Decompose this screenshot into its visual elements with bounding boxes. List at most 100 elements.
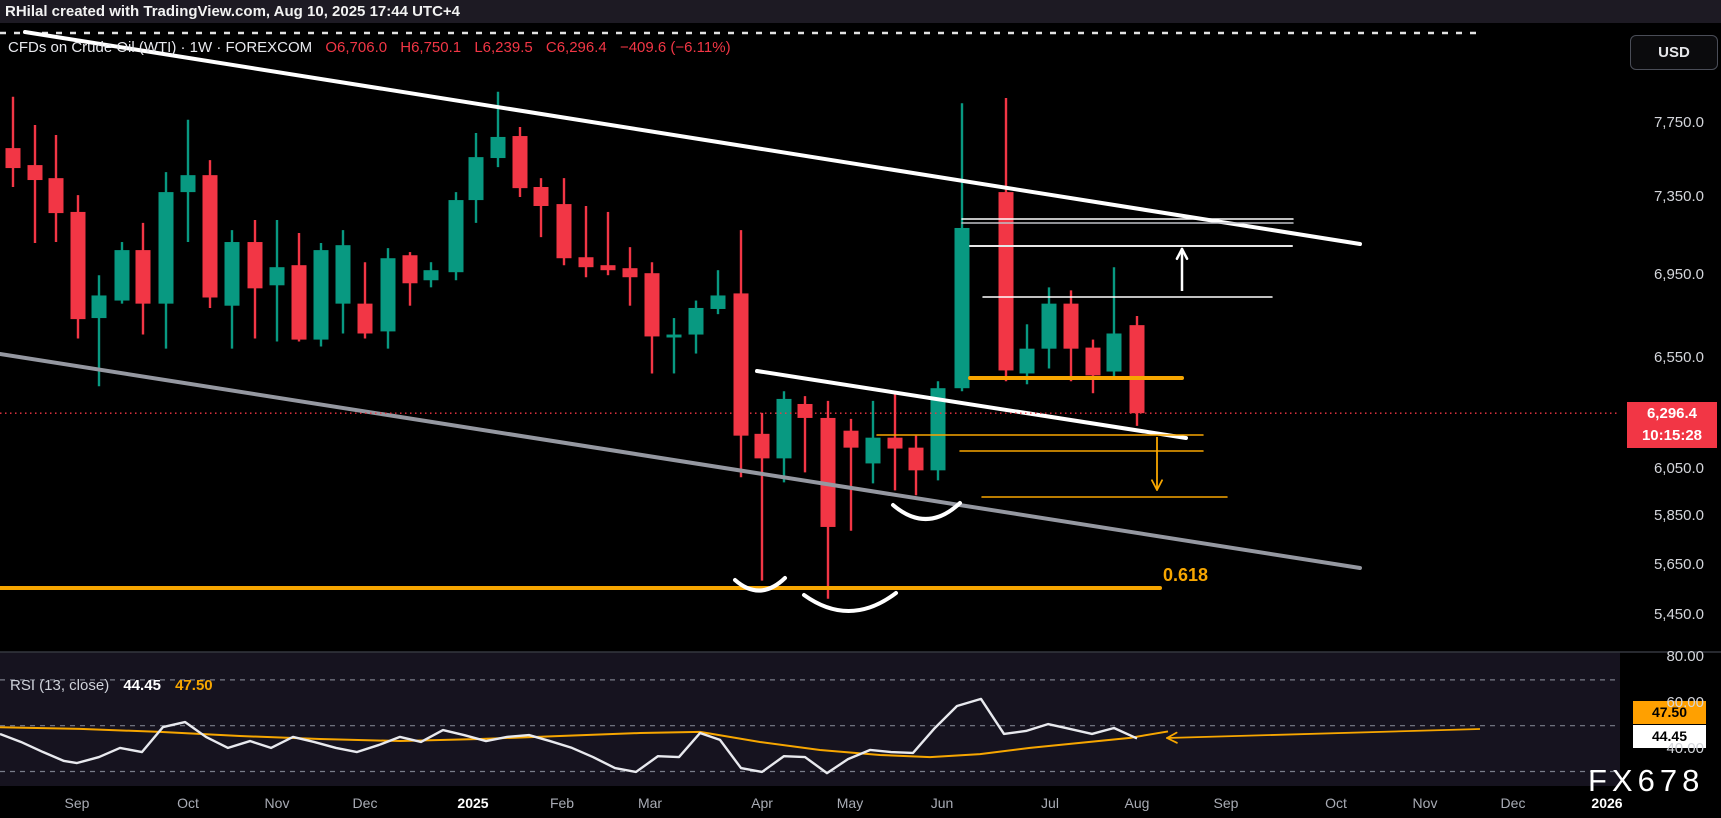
candle-body <box>754 433 770 459</box>
rsi-value: 44.45 <box>123 677 161 694</box>
ohlc-change: −409.6 (−6.11%) <box>619 39 731 56</box>
price-tick-5850: 5,850.0 <box>1653 506 1704 524</box>
candle-body <box>908 447 924 471</box>
candle-body <box>600 265 616 271</box>
candle-body <box>556 204 572 259</box>
ohlc-close: C6,296.4 <box>545 39 607 56</box>
time-tick-oct: Oct <box>1325 795 1347 811</box>
candle-body <box>644 273 660 337</box>
price-tick-6950: 6,950.0 <box>1653 266 1704 284</box>
time-tick-aug: Aug <box>1124 795 1150 811</box>
candle-body <box>357 303 373 334</box>
rsi-tick-60: 60.00 <box>1666 693 1704 711</box>
bottom-arc-2 <box>802 591 898 613</box>
candle-body <box>1129 325 1145 414</box>
candle-body <box>1019 348 1035 374</box>
candle-body <box>622 268 638 278</box>
arrow-head <box>1166 731 1178 739</box>
price-tick-7750: 7,750.0 <box>1653 114 1704 131</box>
candle-body <box>820 417 836 527</box>
lower-trendline <box>0 352 1362 570</box>
candle-body <box>27 165 43 181</box>
candle-body <box>5 148 21 169</box>
candle-body <box>710 295 726 309</box>
title-bar-text: RHilal created with TradingView.com, Aug… <box>5 3 461 20</box>
candle-body <box>380 258 396 332</box>
candle-body <box>1063 303 1079 349</box>
candle-body <box>70 211 86 320</box>
candle-body <box>776 398 792 459</box>
candle-body <box>1085 347 1101 376</box>
candle-body <box>865 437 881 464</box>
fib-0618-label[interactable]: 0.618 <box>1163 565 1209 585</box>
fx678-watermark: FX678 <box>1588 763 1705 798</box>
time-tick-nov: Nov <box>1412 795 1438 811</box>
arrow-head <box>1166 737 1178 744</box>
mid-trendline <box>755 369 1188 440</box>
candle-body <box>269 267 285 286</box>
arrow-head <box>1151 479 1158 491</box>
rsi-left-arrow <box>1166 728 1481 739</box>
time-tick-oct: Oct <box>177 795 199 811</box>
candle-body <box>448 200 464 273</box>
price-tick-6050: 6,050.0 <box>1653 459 1704 477</box>
rsi-line <box>0 697 1138 775</box>
candle-body <box>887 437 903 449</box>
rsi-tick-40: 40.00 <box>1666 739 1704 757</box>
last-price-value: 6,296.4 <box>1646 405 1698 423</box>
candle-body <box>180 175 196 193</box>
rsi-indicator-legend[interactable]: RSI (13, close) 44.45 47.50 <box>10 677 213 694</box>
rsi-value-badge: 44.45 <box>1633 725 1706 748</box>
candle-body <box>512 136 528 189</box>
candle-body <box>666 334 682 338</box>
candle-body <box>578 257 594 268</box>
rsi-pane-background <box>0 652 1620 786</box>
candle-body <box>313 250 329 340</box>
symbol-legend[interactable]: CFDs on Crude Oil (WTI) · 1W · FOREXCOM … <box>8 39 740 56</box>
time-tick-nov: Nov <box>264 795 290 811</box>
ohlc-open: O6,706.0 <box>325 39 388 56</box>
currency-toggle-button[interactable]: USD <box>1630 35 1718 70</box>
price-tick-5650: 5,650.0 <box>1653 555 1704 573</box>
candle-body <box>114 250 130 301</box>
time-tick-2026: 2026 <box>1591 795 1623 811</box>
candle-body <box>930 388 946 471</box>
candle-body <box>423 270 439 281</box>
bottom-arc-3 <box>891 501 962 521</box>
time-tick-apr: Apr <box>751 795 773 811</box>
rsi-ma-value: 47.50 <box>175 677 213 694</box>
candle-body <box>202 175 218 298</box>
time-tick-may: May <box>836 795 864 811</box>
candle-body <box>291 265 307 340</box>
candle-body <box>247 242 263 289</box>
ohlc-high: H6,750.1 <box>400 39 462 56</box>
rsi-label[interactable]: RSI (13, close) <box>10 677 110 694</box>
candle-body <box>91 295 107 319</box>
upper-trendline <box>23 30 1362 246</box>
bottom-arc-1 <box>733 576 787 593</box>
rsi-tick-80: 80.00 <box>1666 648 1704 665</box>
candle-body <box>733 293 749 436</box>
candle-body <box>688 307 704 335</box>
time-tick-feb: Feb <box>549 795 575 811</box>
time-tick-dec: Dec <box>1500 795 1526 811</box>
last-price-badge[interactable]: 6,296.4 10:15:28 <box>1627 402 1717 449</box>
candle-body <box>998 192 1014 371</box>
candle-body <box>1041 303 1057 349</box>
symbol-title[interactable]: CFDs on Crude Oil (WTI) · 1W · FOREXCOM <box>8 39 313 56</box>
candle-body <box>335 245 351 304</box>
title-bar: RHilal created with TradingView.com, Aug… <box>0 0 1721 23</box>
time-tick-mar: Mar <box>637 795 663 811</box>
time-tick-dec: Dec <box>352 795 378 811</box>
bar-countdown: 10:15:28 <box>1641 427 1703 445</box>
time-tick-sep: Sep <box>1213 795 1239 811</box>
candle-body <box>224 242 240 306</box>
candle-body <box>490 136 506 159</box>
candle-body <box>954 227 970 389</box>
candle-body <box>533 186 549 206</box>
time-tick-2025: 2025 <box>457 795 489 811</box>
price-tick-7350: 7,350.0 <box>1653 188 1704 206</box>
arrow-head <box>1156 479 1163 491</box>
